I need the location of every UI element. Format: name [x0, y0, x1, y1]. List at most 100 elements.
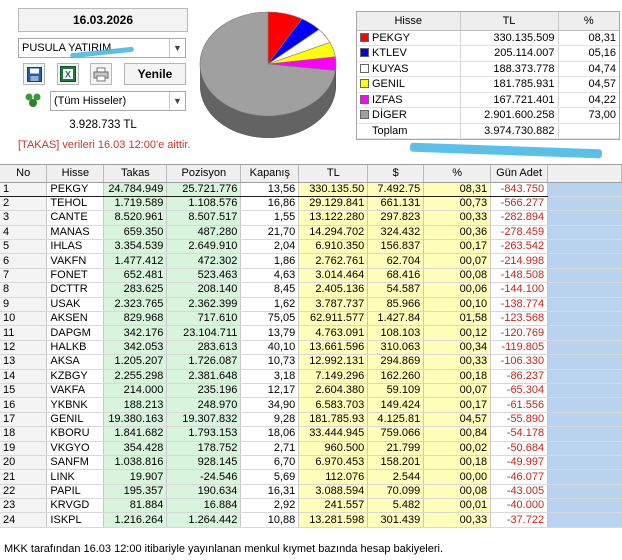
- row-symbol: CANTE: [46, 210, 105, 226]
- holdings-grid[interactable]: No Hisse Takas Pozisyon Kapanış TL $ % G…: [0, 164, 622, 539]
- chevron-down-icon[interactable]: ▼: [169, 92, 185, 110]
- pie-slice-di̇ger[interactable]: [199, 11, 336, 117]
- table-row[interactable]: 22 PAPIL 195.357 190.634 16,31 3.088.594 70.09…: [0, 484, 622, 500]
- table-row[interactable]: 3 CANTE 8.520.961 8.507.517 1,55 13.122.280 29…: [0, 210, 622, 226]
- row-no: 23: [0, 498, 48, 514]
- legend-header-tl[interactable]: TL: [460, 12, 559, 31]
- row-gun-adet: -123.568: [490, 311, 549, 327]
- col-header-pct[interactable]: %: [423, 165, 492, 183]
- row-pozisyon: 208.140: [166, 282, 242, 298]
- row-kapanis: 18,06: [240, 426, 300, 442]
- row-kapanis: 1,62: [240, 297, 300, 313]
- table-row[interactable]: 17 GENIL 19.380.163 19.307.832 9,28 181.785.9…: [0, 412, 622, 428]
- legend-stock-name: KTLEV: [372, 47, 407, 60]
- stock-filter-select[interactable]: (Tüm Hisseler) ▼: [50, 91, 186, 111]
- table-row[interactable]: 2 TEHOL 1.719.589 1.108.576 16,86 29.129.841 6…: [0, 196, 622, 212]
- grid-header-row: No Hisse Takas Pozisyon Kapanış TL $ % G…: [0, 165, 622, 183]
- legend-row[interactable]: KUYAS 188.373.778 04,74: [357, 61, 619, 77]
- legend-row[interactable]: DİGER 2.901.600.258 73,00: [357, 107, 619, 124]
- row-gun-adet: -54.178: [490, 426, 549, 442]
- pie-slice-side-di̇ger: [200, 64, 336, 139]
- table-row[interactable]: 18 KBORU 1.841.682 1.793.153 18,06 33.444.945…: [0, 426, 622, 442]
- legend-tl: 181.785.931: [460, 76, 559, 93]
- row-usd: 759.066: [367, 426, 425, 442]
- legend-tl: 188.373.778: [460, 61, 559, 77]
- excel-export-button[interactable]: X: [57, 63, 79, 85]
- row-pct: 00,06: [423, 282, 492, 298]
- col-header-gun-adet[interactable]: Gün Adet: [490, 165, 549, 183]
- row-kapanis: 9,28: [240, 412, 300, 428]
- col-header-no[interactable]: No: [0, 165, 48, 183]
- row-filler: [547, 498, 622, 514]
- row-kapanis: 1,86: [240, 253, 300, 269]
- table-row[interactable]: 10 AKSEN 829.968 717.610 75,05 62.911.577 1.42…: [0, 311, 622, 327]
- table-row[interactable]: 9 USAK 2.323.765 2.362.399 1,62 3.787.737 85.9…: [0, 297, 622, 313]
- row-no: 10: [0, 311, 48, 327]
- col-header-hisse[interactable]: Hisse: [46, 165, 105, 183]
- row-gun-adet: -55.890: [490, 412, 549, 428]
- row-kapanis: 40,10: [240, 340, 300, 356]
- col-header-kapanis[interactable]: Kapanış: [240, 165, 300, 183]
- row-symbol: IHLAS: [46, 239, 105, 255]
- excel-icon: X: [60, 66, 76, 82]
- total-portfolio-value: 3.928.733 TL: [69, 119, 137, 131]
- row-symbol: DCTTR: [46, 282, 105, 298]
- table-row[interactable]: 6 VAKFN 1.477.412 472.302 1,86 2.762.761 62.70…: [0, 253, 622, 269]
- table-row[interactable]: 13 AKSA 1.205.207 1.726.087 10,73 12.992.131 2…: [0, 354, 622, 370]
- legend-header-hisse[interactable]: Hisse: [357, 12, 461, 31]
- row-usd: 156.837: [367, 239, 425, 255]
- table-row[interactable]: 8 DCTTR 283.625 208.140 8,45 2.405.136 54.587 0…: [0, 282, 622, 298]
- table-row[interactable]: 14 KZBGY 2.255.298 2.381.648 3,18 7.149.296 16…: [0, 369, 622, 384]
- table-row[interactable]: 20 SANFM 1.038.816 928.145 6,70 6.970.453 158.…: [0, 455, 622, 471]
- col-header-takas[interactable]: Takas: [103, 165, 168, 183]
- col-header-pozisyon[interactable]: Pozisyon: [166, 165, 242, 183]
- chevron-down-icon[interactable]: ▼: [169, 39, 185, 57]
- row-pct: 00,01: [423, 498, 492, 514]
- table-row[interactable]: 21 LINK 19.907 -24.546 5,69 112.076 2.544 00,00…: [0, 469, 622, 485]
- legend-tl: 330.135.509: [460, 30, 559, 46]
- legend-pct: 04,57: [558, 76, 619, 93]
- col-header-tl[interactable]: TL: [298, 165, 369, 183]
- row-filler: [547, 484, 622, 500]
- legend-row[interactable]: GENIL 181.785.931 04,57: [357, 76, 619, 93]
- print-button[interactable]: [90, 63, 112, 85]
- row-kapanis: 3,18: [240, 369, 300, 384]
- legend-tl: 167.721.401: [460, 92, 559, 108]
- row-gun-adet: -120.769: [490, 325, 549, 341]
- row-takas: 81.884: [103, 498, 168, 514]
- row-no: 18: [0, 426, 48, 442]
- row-pozisyon: 2.649.910: [166, 239, 242, 255]
- row-gun-adet: -148.508: [490, 268, 549, 284]
- table-row[interactable]: 5 IHLAS 3.354.539 2.649.910 2,04 6.910.350 156…: [0, 239, 622, 255]
- row-pozisyon: 1.264.442: [166, 512, 242, 528]
- table-row[interactable]: 24 ISKPL 1.216.264 1.264.442 10,88 13.281.598…: [0, 512, 622, 528]
- legend-row[interactable]: IZFAS 167.721.401 04,22: [357, 92, 619, 108]
- row-symbol: KRVGD: [46, 498, 105, 514]
- table-row[interactable]: 12 HALKB 342.053 283.613 40,10 13.661.596 310.…: [0, 340, 622, 356]
- table-row[interactable]: 7 FONET 652.481 523.463 4,63 3.014.464 68.416 0…: [0, 268, 622, 284]
- table-row[interactable]: 11 DAPGM 342.176 23.104.711 13,79 4.763.091 10…: [0, 325, 622, 341]
- table-row[interactable]: 4 MANAS 659.350 487.280 21,70 14.294.702 324.4…: [0, 225, 622, 241]
- table-row[interactable]: 23 KRVGD 81.884 16.884 2,92 241.557 5.482 00,01…: [0, 498, 622, 514]
- date-display: 16.03.2026: [18, 8, 188, 32]
- legend-total-pct: [558, 123, 619, 139]
- row-gun-adet: -278.459: [490, 225, 549, 241]
- col-header-usd[interactable]: $: [367, 165, 425, 183]
- legend-stock-name: KUYAS: [372, 62, 409, 75]
- table-row[interactable]: 15 VAKFA 214.000 235.196 12,17 2.604.380 59.10…: [0, 383, 622, 399]
- row-symbol: GENIL: [46, 412, 105, 428]
- row-gun-adet: -144.100: [490, 282, 549, 298]
- row-pozisyon: 190.634: [166, 484, 242, 500]
- row-pozisyon: 1.793.153: [166, 426, 242, 442]
- legend-stock-cell: KUYAS: [357, 61, 461, 77]
- table-row[interactable]: 1 PEKGY 24.784.949 25.721.776 13,56 330.135.5…: [0, 181, 622, 197]
- legend-header-pct[interactable]: %: [558, 12, 619, 31]
- legend-row[interactable]: KTLEV 205.114.007 05,16: [357, 45, 619, 62]
- refresh-button[interactable]: Yenile: [124, 63, 186, 85]
- table-row[interactable]: 16 YKBNK 188.213 248.970 34,90 6.583.703 149.4…: [0, 397, 622, 413]
- legend-row[interactable]: PEKGY 330.135.509 08,31: [357, 30, 619, 46]
- row-tl: 2.762.761: [298, 253, 369, 269]
- save-button[interactable]: [23, 63, 45, 85]
- table-row[interactable]: 19 VKGYO 354.428 178.752 2,71 960.500 21.799 00…: [0, 441, 622, 456]
- row-tl: 6.910.350: [298, 239, 369, 255]
